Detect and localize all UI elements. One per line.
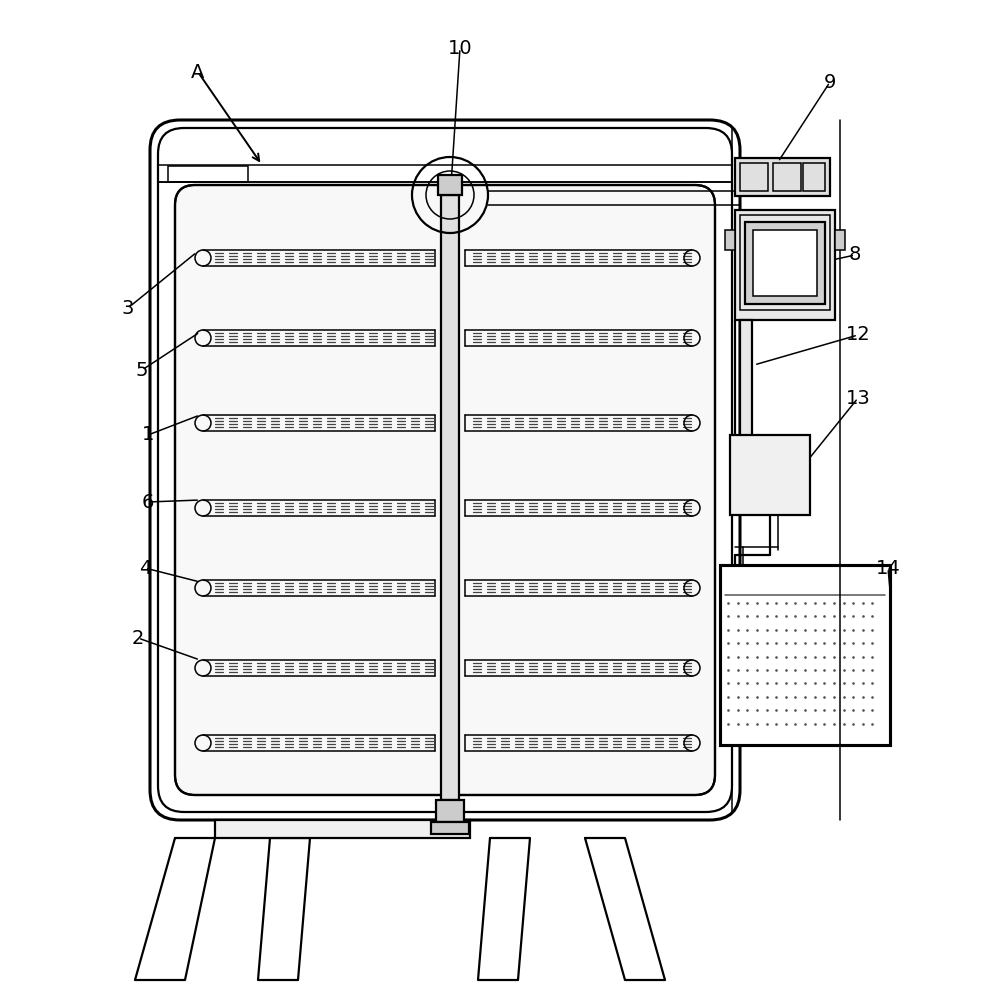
Bar: [438, 175, 462, 195]
Bar: [745, 222, 825, 304]
Text: 4: 4: [139, 558, 151, 578]
Text: 1: 1: [142, 426, 154, 444]
Bar: [803, 163, 825, 191]
Text: 8: 8: [848, 245, 861, 264]
Bar: [168, 166, 248, 182]
Text: 12: 12: [845, 326, 870, 344]
Bar: [730, 435, 810, 515]
Bar: [740, 320, 752, 500]
FancyBboxPatch shape: [175, 185, 715, 795]
Text: 6: 6: [142, 492, 154, 512]
Bar: [436, 800, 464, 822]
Text: 3: 3: [122, 298, 135, 318]
Text: 13: 13: [845, 388, 870, 408]
Bar: [725, 230, 735, 250]
Text: 10: 10: [447, 38, 472, 57]
Bar: [735, 158, 830, 196]
Bar: [740, 163, 768, 191]
Text: 2: 2: [132, 629, 145, 648]
Bar: [441, 195, 459, 800]
Bar: [835, 230, 845, 250]
Text: 9: 9: [824, 73, 837, 92]
Bar: [720, 565, 890, 745]
Text: A: A: [192, 62, 204, 82]
Bar: [740, 215, 830, 310]
Bar: [720, 565, 890, 745]
Bar: [735, 210, 835, 320]
Text: 5: 5: [136, 360, 148, 379]
FancyBboxPatch shape: [150, 120, 740, 820]
Bar: [215, 820, 470, 838]
Bar: [773, 163, 801, 191]
Text: 14: 14: [876, 558, 900, 578]
Bar: [431, 822, 469, 834]
Bar: [753, 230, 817, 296]
